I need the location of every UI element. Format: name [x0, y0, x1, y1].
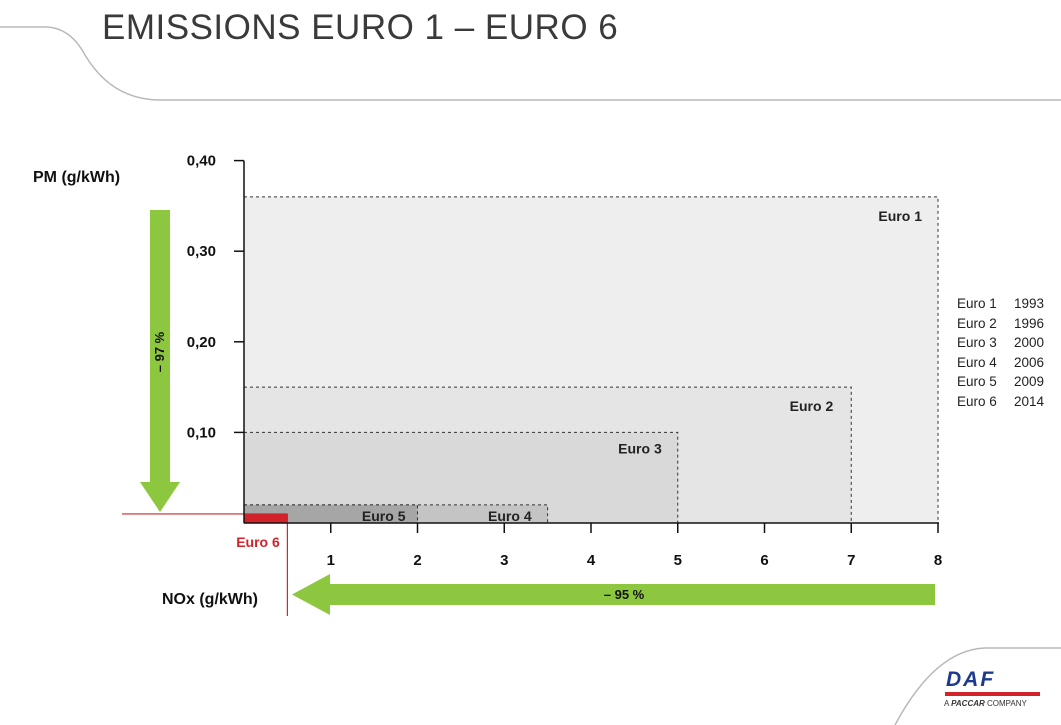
legend-year: 2000	[1014, 335, 1045, 350]
x-tick-label: 8	[934, 552, 942, 569]
pm-reduction-arrow	[140, 210, 180, 512]
legend-row: Euro 6 2014	[957, 392, 1044, 412]
x-tick-label: 4	[587, 552, 596, 569]
legend-year: 1993	[1014, 296, 1045, 311]
legend-row: Euro 3 2000	[957, 333, 1044, 353]
label-euro-6: Euro 6	[236, 534, 280, 550]
legend-standard: Euro 1	[957, 296, 997, 311]
legend-row: Euro 2 1996	[957, 314, 1044, 334]
x-tick-label: 2	[413, 552, 421, 569]
daf-logo: DAF A PACCAR COMPANY	[944, 669, 1044, 708]
tagline-suffix: COMPANY	[987, 699, 1027, 708]
legend-year: 2009	[1014, 374, 1045, 389]
y-tick-label: 0,10	[187, 424, 216, 441]
daf-tagline: A PACCAR COMPANY	[944, 699, 1044, 708]
header-curve	[0, 26, 1061, 101]
nox-reduction-arrow	[292, 574, 935, 615]
legend-row: Euro 5 2009	[957, 372, 1044, 392]
tagline-brand: PACCAR	[951, 699, 985, 708]
legend-standard: Euro 2	[957, 315, 997, 331]
legend-standard: Euro 3	[957, 335, 997, 350]
y-tick-label: 0,30	[187, 243, 216, 260]
label-euro-3: Euro 3	[618, 440, 662, 456]
x-tick-label: 7	[847, 552, 855, 569]
pm-reduction-label: – 97 %	[152, 331, 167, 372]
footer-curve	[894, 647, 1061, 725]
label-euro-2: Euro 2	[790, 398, 834, 414]
slide-title: EMISSIONS EURO 1 – EURO 6	[102, 8, 619, 47]
tagline-prefix: A	[944, 699, 949, 708]
legend-year: 2014	[1014, 393, 1045, 409]
daf-wordmark: DAF	[946, 668, 996, 691]
y-axis-title: PM (g/kWh)	[33, 169, 120, 186]
legend-year: 1996	[1014, 315, 1045, 331]
label-euro-4: Euro 4	[488, 508, 532, 524]
label-euro-1: Euro 1	[878, 208, 922, 224]
label-euro-5: Euro 5	[362, 508, 406, 524]
x-tick-label: 5	[674, 552, 682, 569]
legend-standard: Euro 4	[957, 354, 997, 370]
y-tick-label: 0,40	[187, 153, 216, 170]
year-legend: Euro 1 1993 Euro 2 1996 Euro 3 2000 Euro 4 2…	[957, 294, 1044, 411]
nox-reduction-label: – 95 %	[604, 587, 645, 602]
x-axis-title: NOx (g/kWh)	[162, 591, 258, 608]
y-tick-label: 0,20	[187, 334, 216, 351]
x-tick-label: 3	[500, 552, 508, 569]
legend-standard: Euro 5	[957, 374, 997, 389]
legend-row: Euro 1 1993	[957, 294, 1044, 314]
legend-standard: Euro 6	[957, 393, 997, 409]
x-tick-label: 6	[760, 552, 768, 569]
daf-red-bar	[945, 692, 1040, 696]
legend-row: Euro 4 2006	[957, 353, 1044, 373]
legend-year: 2006	[1014, 354, 1045, 370]
x-tick-label: 1	[327, 552, 335, 569]
bar-euro-6	[244, 513, 288, 523]
